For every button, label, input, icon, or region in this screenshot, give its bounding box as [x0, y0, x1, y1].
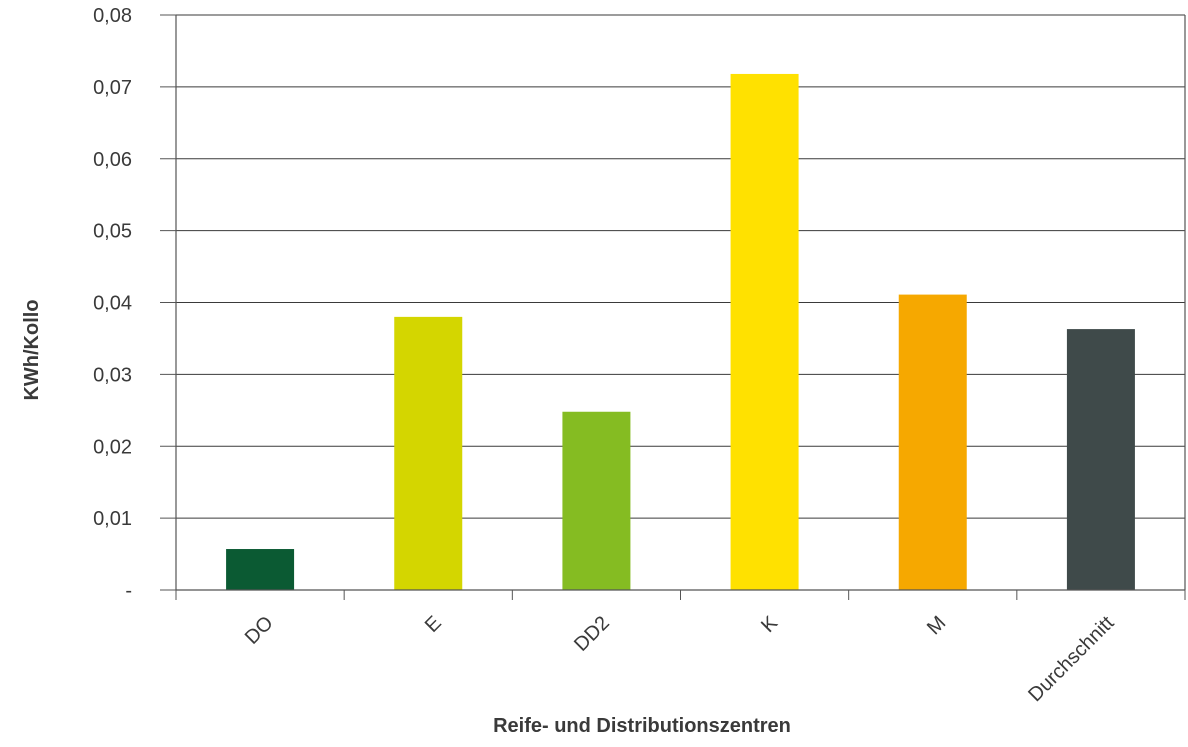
bar-do	[226, 549, 295, 590]
y-tick-label: 0,08	[93, 5, 132, 27]
y-tick-label: 0,02	[93, 436, 132, 458]
y-tick-label: -	[125, 580, 132, 602]
bar-durchschnitt	[1066, 329, 1135, 590]
y-axis-title: KWh/Kollo	[21, 299, 43, 400]
y-tick-label: 0,05	[93, 221, 132, 243]
y-tick-label: 0,06	[93, 149, 132, 171]
y-tick-label: 0,03	[93, 364, 132, 386]
axes	[160, 14, 1186, 600]
x-tick-label: E	[421, 612, 446, 637]
bar-m	[898, 294, 967, 590]
x-tick-label: Durchschnitt	[1024, 612, 1118, 706]
gridlines	[176, 14, 1185, 519]
bar-e	[394, 316, 463, 590]
x-tick-labels: DO E DD2 K M Durchschnitt	[241, 612, 1119, 707]
y-tick-label: 0,01	[93, 508, 132, 530]
x-tick-label: K	[757, 612, 782, 637]
x-axis-title: Reife- und Distributionszentren	[493, 715, 791, 737]
y-tick-label: 0,07	[93, 77, 132, 99]
x-tick-label: M	[923, 612, 950, 639]
bar-k	[730, 73, 799, 590]
bar-dd2	[562, 411, 631, 590]
bars	[226, 73, 1135, 590]
y-tick-label: 0,04	[93, 293, 132, 315]
y-tick-labels: - 0,01 0,02 0,03 0,04 0,05 0,06 0,07 0,08	[93, 5, 132, 602]
x-tick-label: DO	[241, 612, 278, 649]
x-tick-label: DD2	[570, 612, 614, 656]
